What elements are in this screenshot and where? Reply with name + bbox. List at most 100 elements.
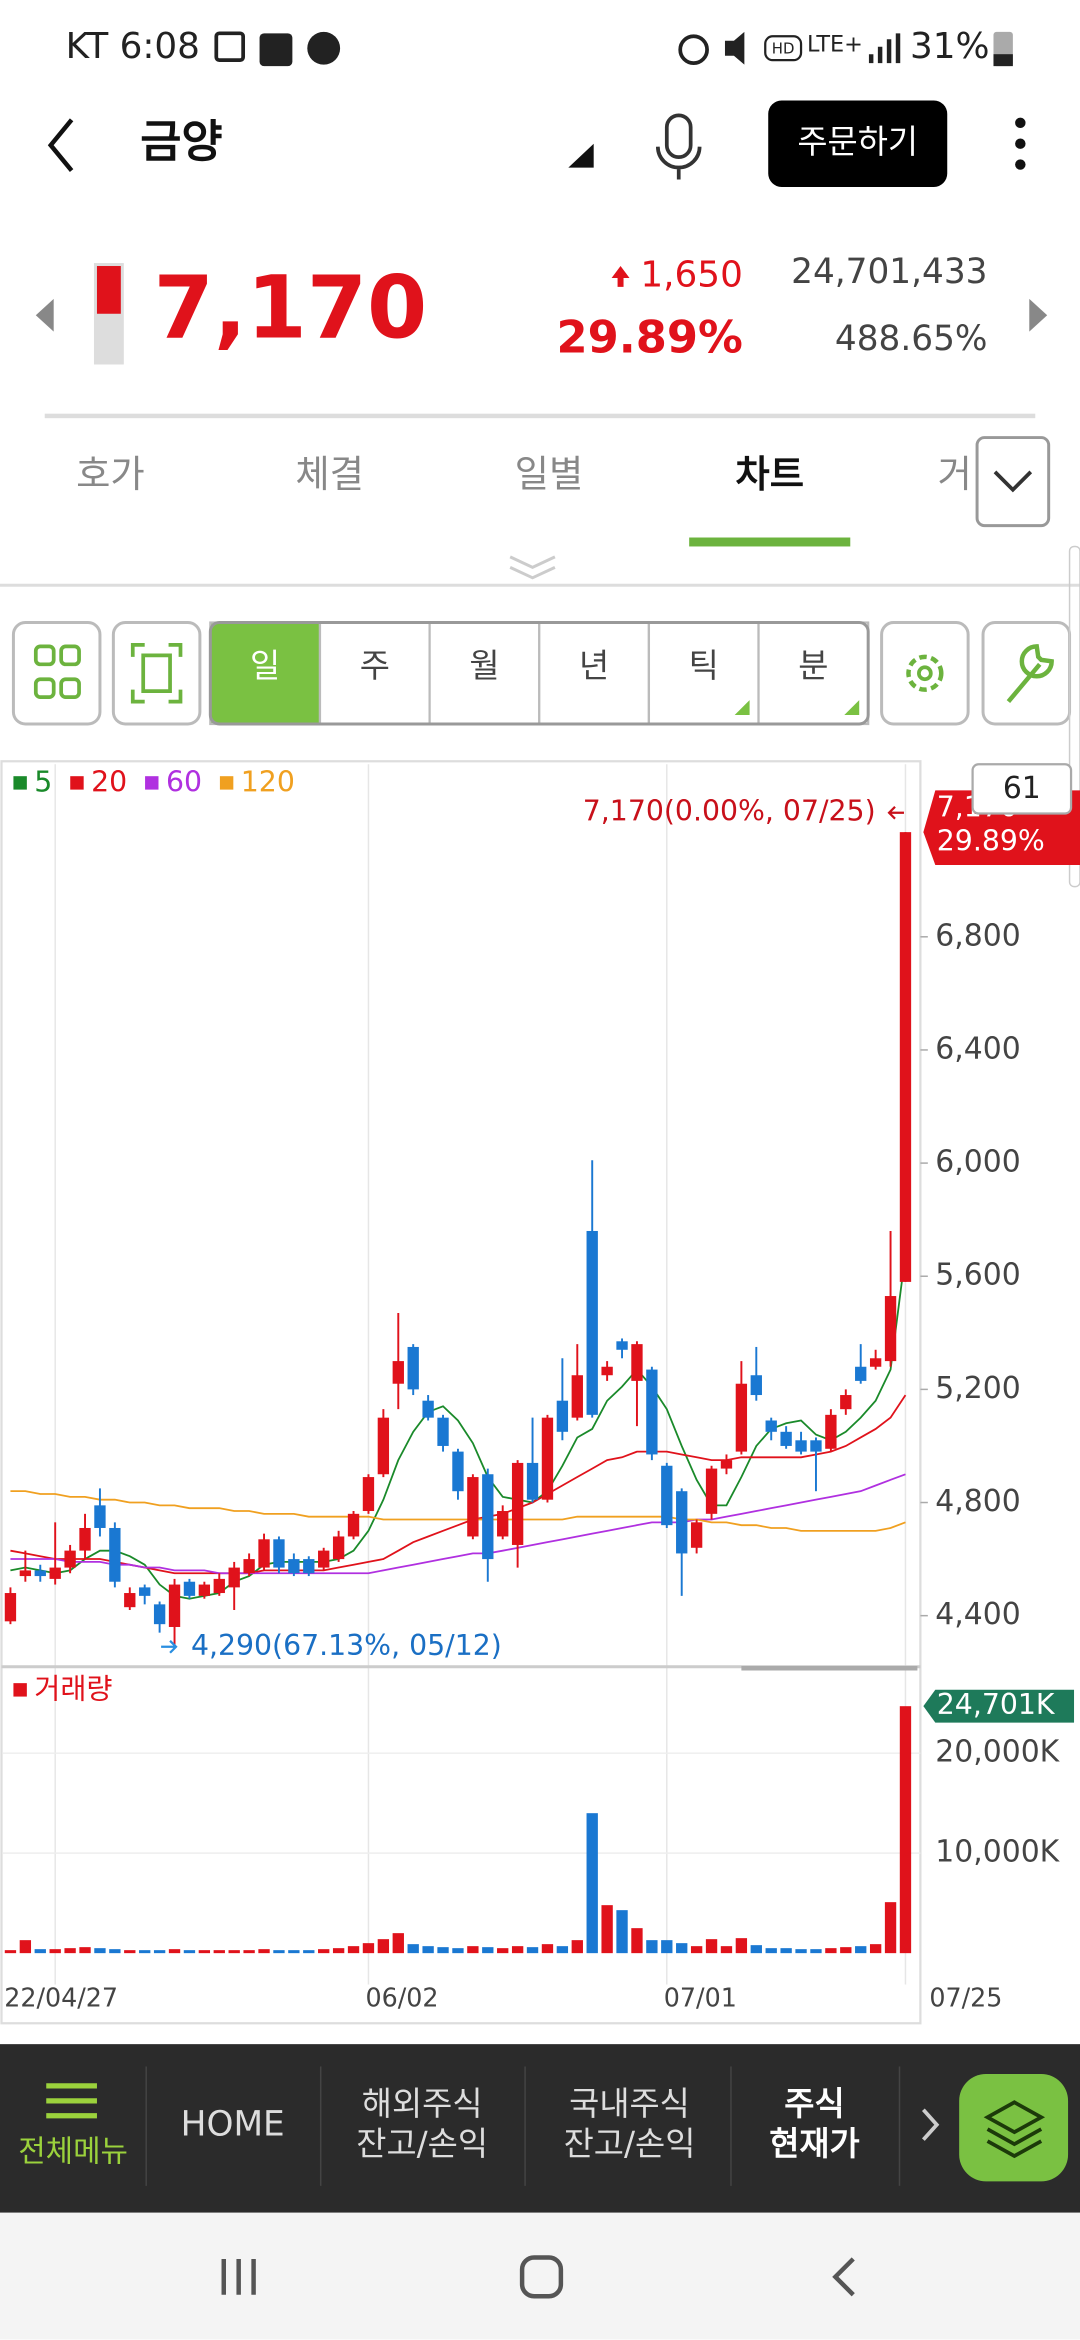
period-button[interactable] [538, 621, 651, 726]
fullscreen-button[interactable] [111, 621, 202, 726]
candle-body [467, 1477, 479, 1537]
active-tab-underline [689, 537, 851, 547]
candle-body [124, 1593, 136, 1608]
candle-body [497, 1511, 509, 1537]
volume-bar [810, 1949, 822, 1954]
volume-bar [407, 1944, 419, 1954]
period-label[interactable]: 일 [250, 647, 280, 685]
legend-label: 5 [34, 766, 52, 799]
current-rate-tag-label: 29.89% [937, 825, 1045, 858]
menu-label[interactable]: 전체메뉴 [18, 2135, 128, 2170]
battery-label: 31% [910, 26, 990, 67]
candle-body [273, 1539, 285, 1568]
candle-body [49, 1567, 61, 1579]
back-button[interactable] [47, 118, 74, 172]
recents-button[interactable] [221, 2258, 256, 2295]
tab[interactable]: 호가 [76, 452, 145, 496]
moving-average-line [10, 1490, 906, 1532]
menu-icon[interactable] [46, 2083, 97, 2119]
tab-bar: 호가 체결 일별 차트 거 [76, 452, 972, 496]
legend-swatch [13, 776, 27, 790]
candle-body [64, 1550, 76, 1568]
candle-body [94, 1505, 106, 1528]
price-bar-fill [96, 266, 121, 314]
period-button[interactable] [757, 621, 870, 726]
nav-item[interactable]: 주식 [784, 2085, 844, 2123]
volume-bar [616, 1910, 628, 1954]
volume-bar [34, 1949, 46, 1954]
tab-dropdown[interactable] [975, 436, 1051, 528]
battery-level [993, 54, 1013, 67]
network-label: LTE+ [807, 32, 863, 58]
order-button[interactable] [768, 100, 948, 187]
volume-bar [347, 1946, 360, 1954]
volume-bar [482, 1947, 494, 1954]
candle-body [228, 1567, 240, 1588]
gallery-icon [214, 31, 246, 63]
volume-bar [511, 1946, 524, 1954]
more-menu[interactable] [1015, 117, 1026, 170]
tab[interactable]: 체결 [295, 452, 364, 496]
home-button[interactable] [519, 2255, 564, 2299]
volume-bar [884, 1902, 897, 1954]
volume-bar [661, 1940, 673, 1954]
moving-average-line [10, 1473, 906, 1575]
period-label[interactable]: 주 [360, 647, 390, 685]
volume-bar [750, 1945, 762, 1954]
period-label[interactable]: 틱 [689, 647, 719, 685]
fullscreen-icon [130, 643, 183, 704]
nav-item[interactable]: 잔고/손익 [564, 2125, 696, 2163]
candle-body [795, 1440, 807, 1452]
tab[interactable]: 거 [938, 452, 972, 496]
layout-button[interactable] [11, 621, 102, 726]
period-label[interactable]: 월 [469, 647, 499, 685]
tools-icon [1006, 644, 1054, 704]
tab[interactable]: 차트 [735, 452, 804, 496]
layout-icon [33, 644, 81, 699]
period-label[interactable]: 분 [798, 647, 828, 685]
candle-body [79, 1527, 91, 1551]
candle-body [735, 1383, 748, 1452]
volume-ratio: 488.65% [835, 319, 988, 359]
period-button[interactable] [318, 621, 431, 726]
nav-item[interactable]: 해외주식 [362, 2085, 483, 2123]
nav-item[interactable]: 국내주식 [569, 2085, 690, 2123]
nav-home[interactable]: HOME [181, 2105, 285, 2145]
next-stock[interactable] [1029, 298, 1048, 332]
y-tick-label: 6,000 [935, 1145, 1020, 1180]
layers-button[interactable] [959, 2073, 1069, 2182]
tab[interactable]: 일별 [515, 452, 584, 496]
candle-body [661, 1465, 673, 1526]
chart-panel [0, 760, 922, 2025]
order-button-label[interactable]: 주문하기 [797, 123, 918, 161]
back-nav-button[interactable] [832, 2257, 855, 2297]
candle-body [168, 1584, 181, 1627]
mic-button[interactable] [655, 113, 702, 180]
period-label[interactable]: 년 [579, 647, 609, 685]
nav-more[interactable] [921, 2108, 940, 2141]
system-nav [0, 2212, 1080, 2340]
candle-body [825, 1414, 837, 1449]
current-price: 7,170 [154, 259, 428, 359]
nav-item[interactable]: 현재가 [769, 2125, 860, 2163]
moving-average-line [10, 1253, 907, 1600]
stock-title[interactable]: 금양 [140, 115, 222, 168]
volume-bar [332, 1948, 345, 1954]
title-dropdown[interactable] [568, 143, 594, 168]
candle-body [884, 1296, 897, 1362]
volume-bar [362, 1943, 375, 1954]
volume-bar [601, 1905, 613, 1954]
period-button[interactable] [209, 621, 322, 726]
nav-item[interactable]: 잔고/손익 [356, 2125, 488, 2163]
candle-body [109, 1527, 121, 1582]
prev-stock[interactable] [35, 298, 54, 332]
collapse-handle[interactable] [509, 555, 556, 580]
signal-icon [868, 33, 901, 64]
settings-button[interactable] [880, 621, 970, 726]
period-button[interactable] [428, 621, 541, 726]
y-tick-label: 4,800 [935, 1484, 1020, 1519]
volume-tick-label: 10,000K [935, 1835, 1060, 1870]
low-annotation-arrow [161, 1640, 178, 1654]
candle-body [377, 1417, 390, 1475]
